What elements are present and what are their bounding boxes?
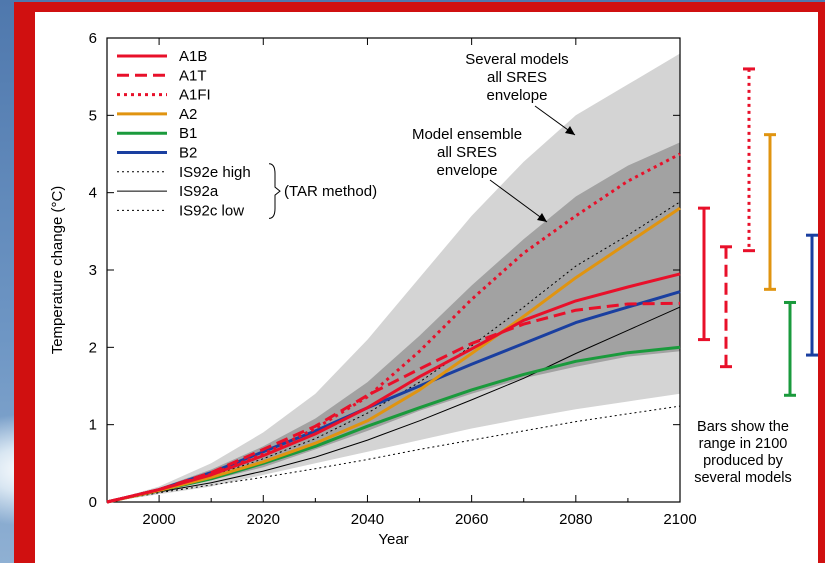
series-line-a1b [106,272,681,504]
annotation-model-ensemble-line: Model ensemble [412,126,522,143]
x-axis-label: Year [378,531,408,548]
temperature-projection-chart: 0 1 2 3 4 5 6 2000 2020 2040 2060 2080 2100 Year Tempe… [49,30,818,548]
y-tick-label: 5 [89,107,97,124]
x-tick-label: 2000 [142,511,175,528]
legend-label: B1 [179,125,197,142]
legend-label: A1FI [179,87,211,104]
series-line-is92a [106,306,681,503]
y-tick-label: 1 [89,417,97,434]
annotation-model-ensemble-line: all SRES [437,144,497,161]
legend-label: A1B [179,48,207,65]
annotation-arrow-ensemble [489,179,548,223]
bars-note-line: produced by [703,453,784,469]
legend-brace [268,163,281,219]
series-line-is92c-low [106,405,681,503]
legend-label: IS92a [179,183,219,200]
x-tick-label: 2020 [247,511,280,528]
y-tick-label: 6 [89,30,97,47]
x-tick-label: 2100 [663,511,696,528]
legend-label: B2 [179,145,197,162]
bars-note-line: Bars show the [697,419,789,435]
envelope-model-ensemble [107,142,680,502]
y-tick-label: 4 [89,185,97,202]
annotation-model-ensemble-line: envelope [437,162,498,179]
series-line-a2 [106,206,681,504]
x-tick-label: 2080 [559,511,592,528]
legend-label: IS92e high [179,164,251,181]
legend-group-label: (TAR method) [284,183,377,200]
bars-note-line: range in 2100 [699,436,788,452]
annotation-several-models-line: envelope [487,87,548,104]
legend-label: IS92c low [179,202,244,219]
chart-panel: 0 1 2 3 4 5 6 2000 2020 2040 2060 2080 2100 Year Tempe… [35,12,818,563]
legend-label: A2 [179,106,197,123]
bars-note-line: several models [694,470,792,486]
legend-label: A1T [179,67,207,84]
y-tick-label: 0 [89,494,97,511]
y-tick-label: 3 [89,262,97,279]
y-axis-label: Temperature change (°C) [49,186,66,355]
annotation-arrowhead-several [565,126,575,135]
x-tick-label: 2060 [455,511,488,528]
annotation-several-models-line: all SRES [487,69,547,86]
envelope-several-models [107,53,680,502]
annotation-arrowhead-ensemble [537,213,547,222]
y-tick-label: 2 [89,339,97,356]
annotation-several-models-line: Several models [465,51,568,68]
x-tick-label: 2040 [351,511,384,528]
